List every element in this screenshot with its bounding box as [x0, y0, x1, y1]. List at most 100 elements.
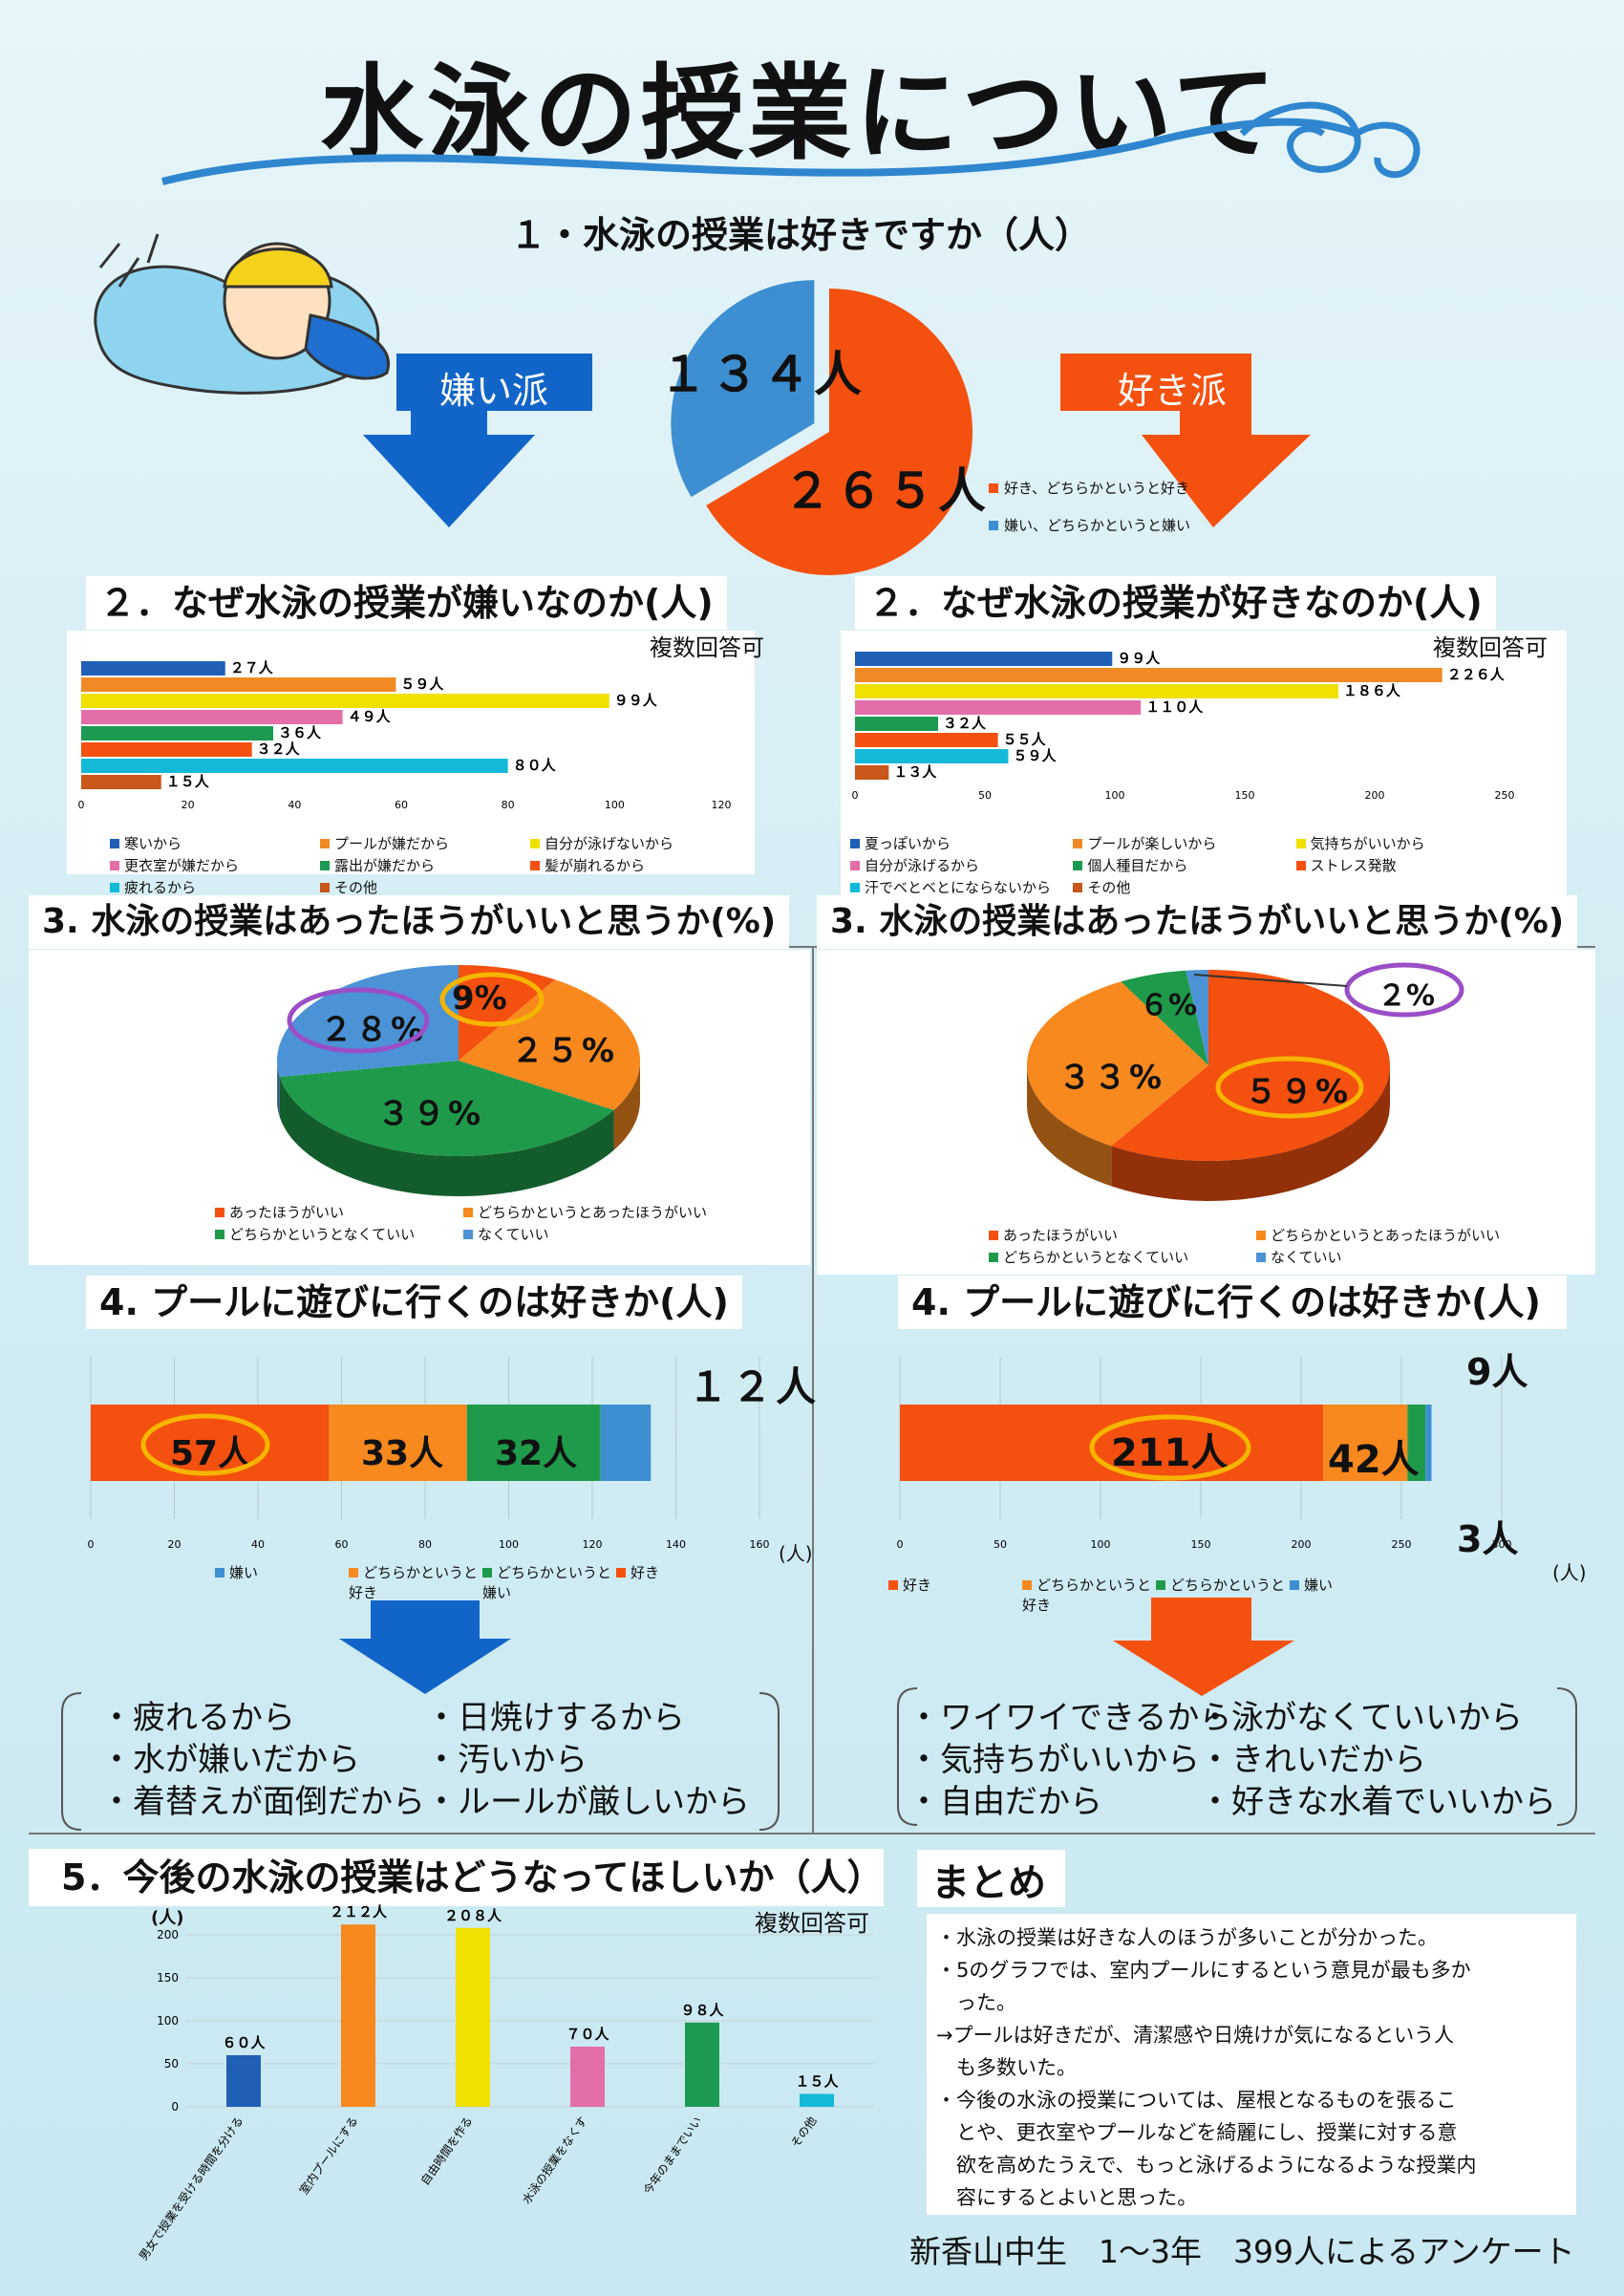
pie3l-slice-2 [279, 1061, 614, 1156]
legend-label: 好き [630, 1564, 660, 1581]
section5-title: 5．今後の水泳の授業はどうなってほしいか（人） [61, 1856, 884, 1899]
horizontal-divider-bottom [29, 1833, 1595, 1835]
legend-swatch [215, 1208, 224, 1217]
reasons-left-bracket [61, 1692, 780, 1831]
legend-swatch [110, 839, 119, 848]
summary-lines: ・水泳の授業は好きな人のほうが多いことが分かった。 ・5のグラフでは、室内プールに… [927, 1914, 1576, 2221]
bar2r-value-2: １８６人 [1343, 682, 1401, 699]
highlight-circle-57 [140, 1413, 270, 1476]
reason-right-4: ・きれいだから [1199, 1741, 1426, 1779]
legend-label: どちらかというと好き [349, 1564, 479, 1601]
legend-item: なくていい [1256, 1247, 1524, 1267]
legend-item: どちらかというとなくていい [989, 1247, 1256, 1267]
summary-line: →プールは好きだが、清潔感や日焼けが気になるという人 [936, 2024, 1455, 2047]
bar2r-bar-2 [855, 684, 1338, 698]
legend-label: 露出が嫌だから [334, 857, 436, 874]
legend-item: 髪が崩れるから [530, 855, 740, 875]
legend-swatch [1290, 1580, 1299, 1590]
legend-item: どちらかというと好き [1022, 1575, 1156, 1615]
legend-item: 自分が泳げないから [530, 833, 740, 853]
pie-chart-like-dislike [671, 280, 972, 575]
bar2r-bar-0 [855, 652, 1113, 666]
legend-swatch [1022, 1580, 1032, 1590]
legend-swatch [1256, 1231, 1266, 1240]
section4-right-unit: (人) [1552, 1561, 1587, 1584]
legend-label: あったほうがいい [229, 1204, 345, 1221]
summary-line: 容にするとよいと思った。 [936, 2186, 1198, 2209]
summary-line: とや、更衣室やプールなどを綺麗にし、授業に対する意 [936, 2121, 1458, 2144]
swimmer-illustration [94, 233, 390, 395]
highlight-circle-211 [1089, 1414, 1251, 1481]
legend-label: その他 [334, 879, 378, 896]
section5-unit: (人) [151, 1908, 184, 1928]
bar2l-xtick: 0 [78, 799, 85, 811]
section2-left-title: ２．なぜ水泳の授業が嫌いなのか(人) [86, 576, 727, 630]
bar5-category-3: 水泳の授業をなくす [519, 2114, 589, 2206]
legend-label: 個人種目だから [1087, 857, 1188, 874]
section2-right-legend: 夏っぽいから プールが楽しいから 気持ちがいいから 自分が泳げるから 個人種目だから スト… [850, 833, 1519, 897]
bar5-bar-1 [341, 1924, 375, 2107]
pie1-slice-1 [671, 280, 815, 498]
legend-label: プールが嫌だから [334, 835, 450, 852]
highlight-circles-right [1194, 962, 1464, 1119]
legend-swatch [215, 1230, 224, 1239]
bar5-value-5: １５人 [795, 2073, 839, 2091]
legend-label: 自分が泳げるから [865, 857, 980, 874]
bar4l-xtick: 120 [583, 1538, 603, 1551]
pie3l-side-3 [277, 1064, 280, 1118]
bar4r-label-9: 9人 [1466, 1351, 1528, 1393]
bar2r-bar-5 [855, 733, 998, 747]
legend-label: 嫌い [229, 1564, 259, 1581]
bar4l-xtick: 140 [666, 1538, 686, 1551]
section3-left-legend: あったほうがいい どちらかというとあったほうがいい どちらかというとなくていい なくて… [215, 1202, 712, 1244]
legend-swatch [110, 883, 119, 892]
bar5-category-4: 今年のままでいい [640, 2114, 704, 2197]
bar2r-value-1: ２２６人 [1447, 666, 1506, 683]
bar2l-value-2: ９９人 [614, 692, 658, 709]
bar4r-seg-1 [1323, 1405, 1408, 1481]
bar2r-value-7: １３人 [893, 763, 937, 781]
pie3r-side-1 [1027, 1067, 1112, 1187]
legend-item: あったほうがいい [215, 1202, 463, 1222]
bar2r-bar-1 [855, 668, 1442, 682]
summary-line: ・水泳の授業は好きな人のほうが多いことが分かった。 [936, 1926, 1438, 1949]
section3-right-legend: あったほうがいい どちらかというとあったほうがいい どちらかというとなくていい なくて… [989, 1225, 1524, 1267]
bar5-value-2: ２０８人 [444, 1907, 502, 1924]
pie3l-side-2 [279, 1077, 614, 1196]
like-arrow-label: 好き派 [1118, 370, 1228, 412]
legend-swatch [989, 1231, 998, 1240]
bar4l-xtick: 0 [88, 1538, 95, 1551]
pie3r-slice-3 [1186, 970, 1208, 1065]
bar4r-xtick: 200 [1292, 1538, 1312, 1551]
legend-label: ストレス発散 [1310, 857, 1397, 874]
bar4r-label-42: 42人 [1328, 1438, 1420, 1482]
reason-left-1: ・疲れるから [100, 1699, 295, 1737]
bar5-ytick: 50 [164, 2057, 179, 2071]
pie3l-label-39: ３９% [377, 1095, 484, 1133]
legend-swatch [1295, 839, 1306, 848]
legend-label: どちらかというとなくていい [1003, 1249, 1189, 1266]
bar2r-value-4: ３２人 [943, 715, 987, 732]
reason-left-3: ・水が嫌いだから [100, 1741, 360, 1779]
reason-left-4: ・汚いから [425, 1741, 588, 1779]
legend-item: どちらかというとあったほうがいい [1256, 1225, 1524, 1245]
reason-right-1: ・ワイワイできるから [908, 1699, 1232, 1737]
bar4l-seg-1 [329, 1405, 467, 1481]
bar4l-xtick: 100 [499, 1538, 519, 1551]
bar2l-bar-4 [81, 726, 273, 740]
legend-item: その他 [1073, 877, 1295, 897]
bar2r-value-5: ５５人 [1003, 731, 1047, 748]
dislike-arrow-label: 嫌い派 [439, 370, 549, 412]
pie3r-label-33: ３３% [1058, 1059, 1165, 1097]
legend-item: 好き [616, 1562, 750, 1602]
bar5-ytick: 100 [157, 2014, 179, 2028]
bar2r-xtick: 200 [1365, 789, 1385, 802]
bar2r-bar-4 [855, 717, 939, 731]
bar5-bar-3 [570, 2047, 605, 2107]
like-arrow [1060, 354, 1311, 527]
legend-swatch [530, 861, 540, 870]
pie3r-label-59: ５９% [1245, 1073, 1352, 1111]
summary-line: った。 [936, 1991, 1016, 2014]
reasons-left: ・疲れるから ・日焼けするから ・水が嫌いだから ・汚いから ・着替えが面倒だから・… [100, 1697, 750, 1823]
section5-note: 複数回答可 [755, 1910, 869, 1937]
